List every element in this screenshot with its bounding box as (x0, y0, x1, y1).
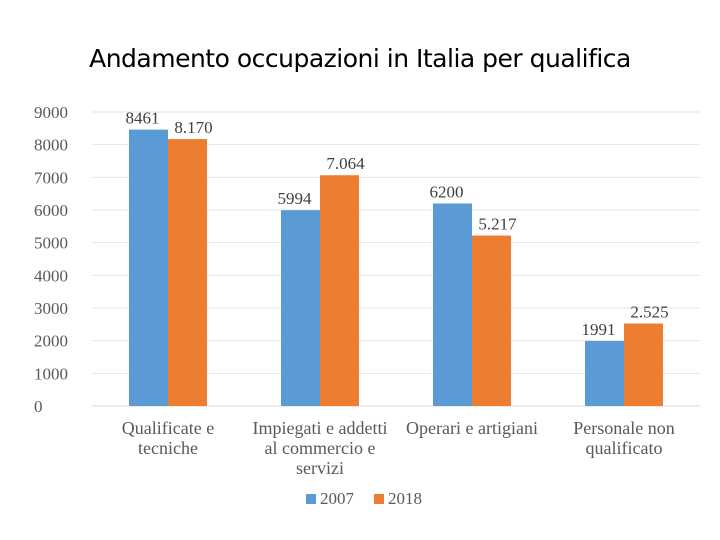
data-labels: 8461 8.170 5994 7.064 6200 5.217 1991 2.525 (126, 109, 669, 339)
y-axis-ticks: 0 1000 2000 3000 4000 5000 6000 7000 8000 9000 (34, 103, 68, 416)
legend-label-2007: 2007 (320, 489, 355, 508)
legend-label-2018: 2018 (388, 489, 422, 508)
data-label-2007: 6200 (430, 182, 464, 201)
data-label-2018: 7.064 (326, 154, 365, 173)
chart-title: Andamento occupazioni in Italia per qual… (89, 44, 631, 73)
y-tick-label: 1000 (34, 364, 68, 383)
x-category-label: Impiegati e addetti al commercio e servizi (253, 418, 388, 478)
bar-2007 (281, 210, 320, 406)
x-category-label: Qualificate e tecniche (122, 418, 214, 458)
x-axis-categories: Qualificate e tecniche Impiegati e addetti… (122, 418, 675, 478)
bar-2018 (624, 323, 663, 406)
bar-2018 (168, 139, 207, 406)
bar-2018 (472, 235, 511, 406)
y-tick-label: 4000 (34, 266, 68, 285)
legend-swatch-2018 (374, 494, 384, 504)
data-label-2018: 8.170 (174, 118, 212, 137)
y-tick-label: 2000 (34, 332, 68, 351)
y-tick-label: 0 (34, 397, 43, 416)
y-tick-label: 8000 (34, 136, 68, 155)
data-label-2018: 2.525 (630, 303, 668, 322)
bar-2007 (433, 203, 472, 406)
data-label-2018: 5.217 (478, 215, 517, 234)
bar-series (129, 129, 663, 406)
bar-2018 (320, 175, 359, 406)
y-tick-label: 3000 (34, 299, 68, 318)
legend-swatch-2007 (306, 494, 316, 504)
y-tick-label: 7000 (34, 168, 68, 187)
legend: 2007 2018 (306, 489, 422, 508)
x-category-label: Operari e artigiani (406, 418, 538, 438)
bar-2007 (129, 129, 168, 406)
data-label-2007: 8461 (126, 109, 160, 128)
y-tick-label: 6000 (34, 201, 68, 220)
data-label-2007: 1991 (582, 320, 616, 339)
y-tick-label: 9000 (34, 103, 68, 122)
y-tick-label: 5000 (34, 234, 68, 253)
bar-2007 (585, 340, 624, 406)
data-label-2007: 5994 (278, 189, 313, 208)
x-category-label: Personale non qualificato (573, 418, 674, 458)
